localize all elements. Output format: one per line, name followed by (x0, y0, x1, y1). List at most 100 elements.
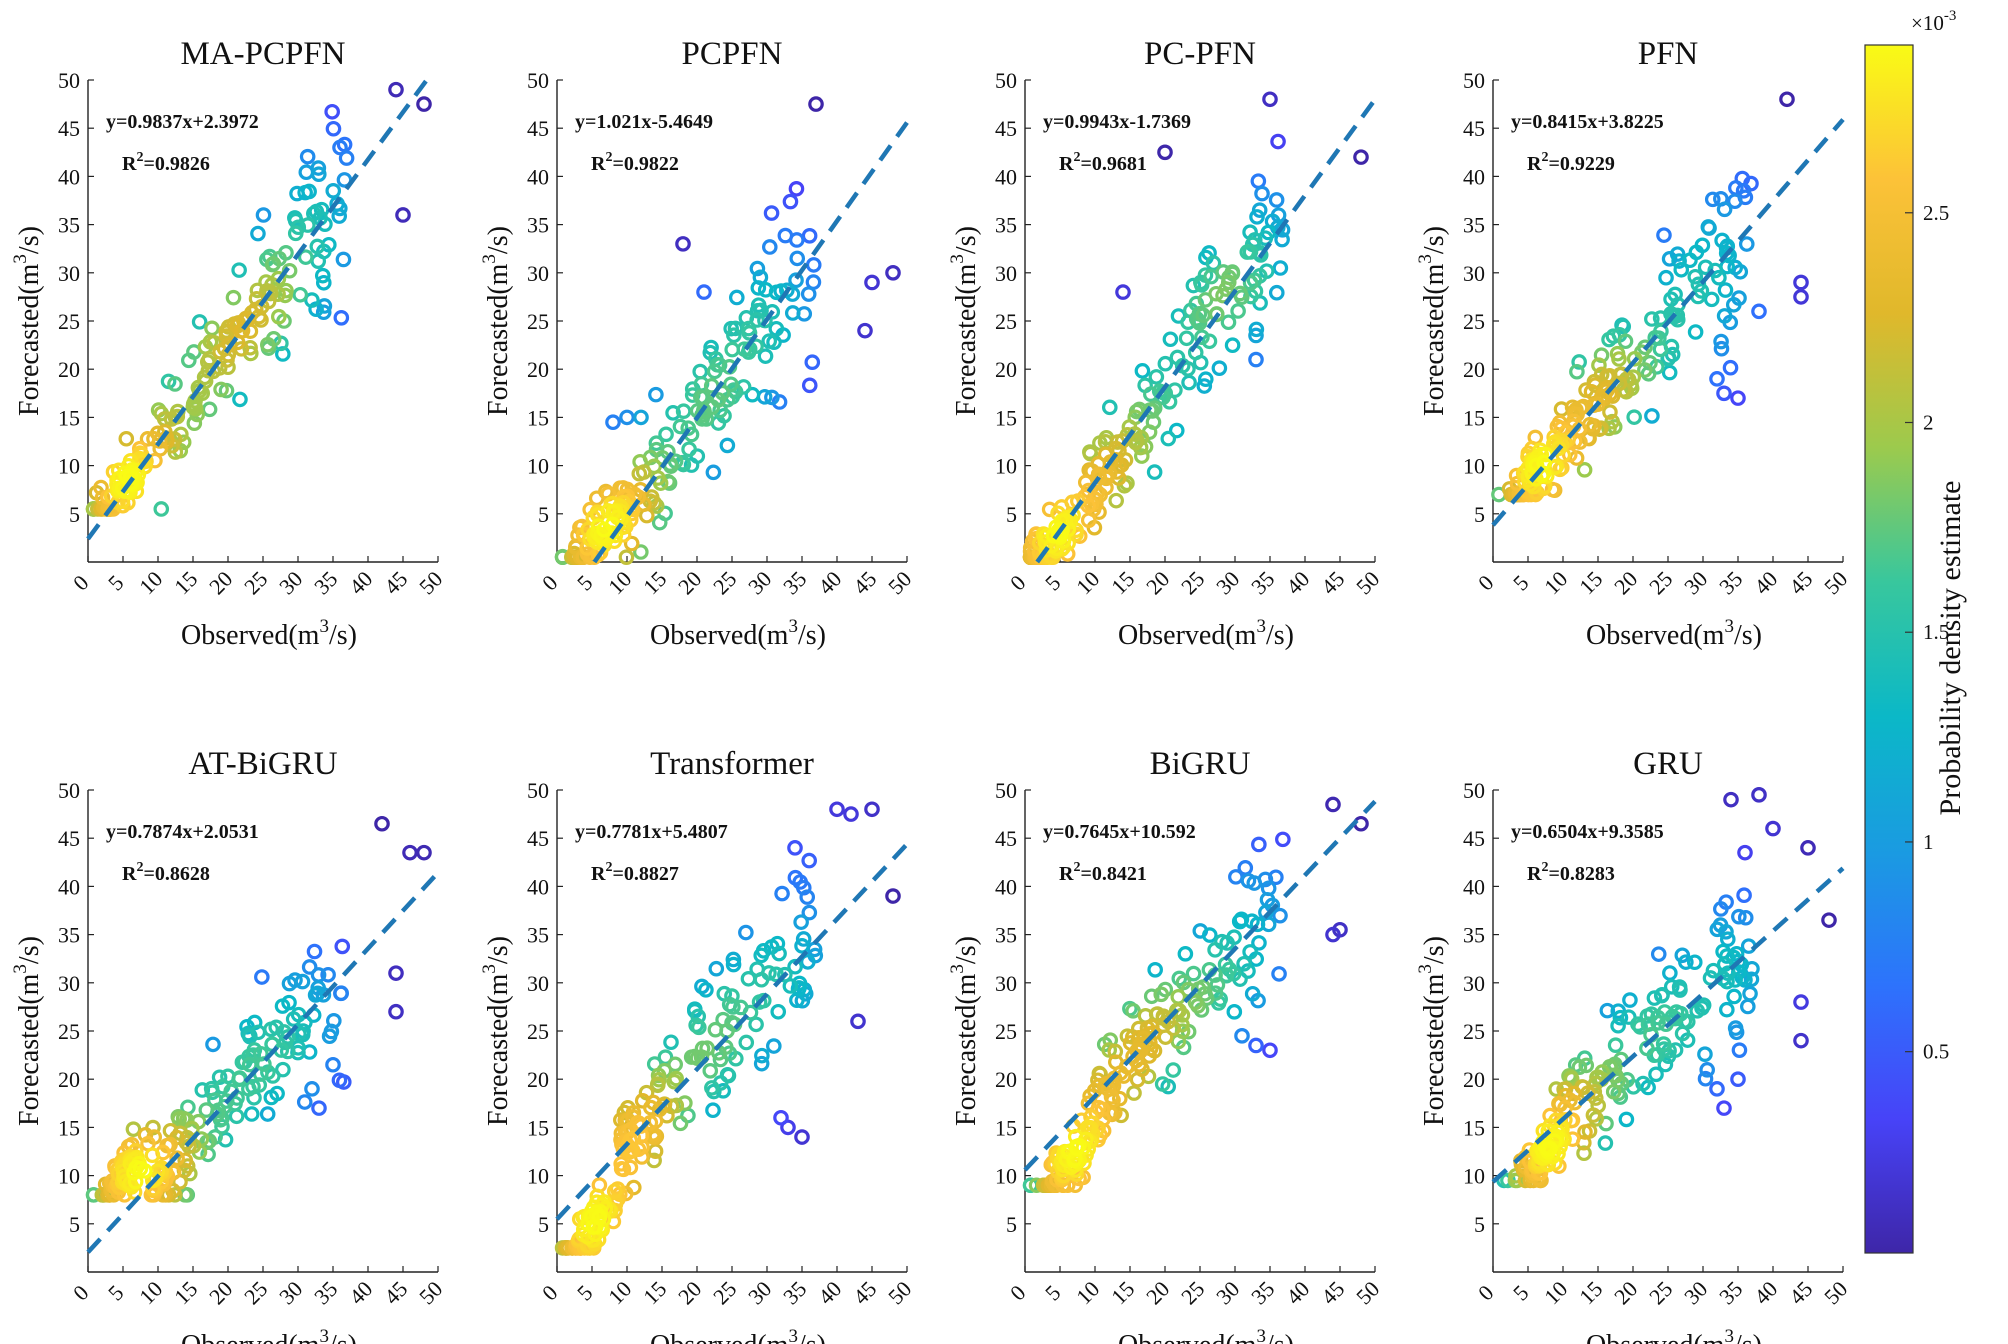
scatter-point (649, 1077, 666, 1094)
y-axis-label: Forecasted(m3/s) (479, 226, 514, 416)
scatter-point (723, 376, 739, 393)
scatter-point (1655, 1036, 1672, 1052)
scatter-point (1617, 333, 1634, 350)
scatter-point (787, 958, 803, 975)
scatter-point (738, 924, 754, 941)
scatter-point (1705, 962, 1722, 979)
y-tick-label: 25 (1463, 1019, 1485, 1044)
y-tick-label: 15 (1463, 405, 1485, 430)
scatter-point (259, 1106, 276, 1122)
scatter-point (1686, 954, 1703, 971)
scatter-point (167, 376, 183, 392)
scatter-point (306, 205, 322, 222)
x-tick-label: 50 (414, 1276, 447, 1309)
scatter-point (1737, 844, 1753, 861)
scatter-point (643, 1099, 659, 1116)
scatter-point (1612, 1009, 1629, 1026)
scatter-point (1248, 1037, 1264, 1054)
scatter-point (1716, 201, 1733, 218)
scatter-point (1196, 378, 1213, 394)
scatter-point (1536, 454, 1552, 471)
y-tick-label: 10 (1463, 454, 1485, 479)
scatter-point (1082, 445, 1099, 462)
y-tick-label: 15 (58, 1115, 80, 1140)
y-axis-label: Forecasted(m3/s) (10, 936, 45, 1126)
scatter-point (1607, 1037, 1624, 1053)
scatter-point (1709, 921, 1726, 938)
scatter-point (311, 1100, 327, 1116)
scatter-point (771, 945, 787, 962)
scatter-point (1226, 1004, 1243, 1020)
scatter-point (1165, 1062, 1182, 1078)
x-tick-label: 45 (848, 1276, 881, 1309)
scatter-point (677, 1095, 693, 1111)
r-squared: R2=0.8421 (1059, 860, 1147, 885)
y-tick-label: 10 (1463, 1164, 1485, 1189)
y-tick-label: 35 (58, 923, 80, 948)
scatter-point (1153, 986, 1170, 1003)
scatter-point (1576, 462, 1593, 478)
x-tick-label: 5 (1040, 570, 1065, 595)
x-tick-label: 25 (708, 566, 741, 599)
scatter-point (333, 310, 350, 326)
scatter-point (800, 954, 816, 970)
scatter-point (232, 391, 248, 408)
scatter-point (1779, 91, 1795, 108)
scatter-point (388, 965, 404, 981)
scatter-point (1713, 333, 1729, 350)
scatter-point (1254, 185, 1270, 202)
scatter-point (1736, 887, 1752, 904)
scatter-point (1610, 1017, 1626, 1034)
scatter-points (85, 81, 432, 517)
y-tick-label: 30 (527, 971, 549, 996)
scatter-point (696, 284, 712, 300)
scatter-point (191, 314, 208, 330)
scatter-point (1107, 1043, 1124, 1060)
y-axis-label: Forecasted(m3/s) (10, 226, 45, 416)
y-tick-label: 10 (527, 454, 549, 479)
scatter-point (1242, 944, 1258, 960)
scatter-point (1793, 994, 1809, 1010)
scatter-point (675, 403, 692, 420)
scatter-point (1262, 91, 1278, 108)
scatter-point (1174, 1023, 1191, 1040)
scatter-point (125, 1121, 142, 1137)
x-tick-label: 10 (134, 566, 167, 599)
x-tick-label: 5 (103, 570, 128, 595)
scatter-point (1673, 261, 1690, 278)
scatter-point (732, 999, 749, 1016)
y-tick-label: 25 (995, 309, 1017, 334)
x-tick-label: 20 (673, 566, 706, 599)
x-tick-label: 50 (883, 566, 916, 599)
x-tick-label: 35 (1714, 1276, 1747, 1309)
scatter-point (719, 1066, 736, 1083)
scatter-point (843, 806, 859, 822)
x-axis-label: Observed(m3/s) (1586, 1326, 1762, 1344)
scatter-point (1181, 374, 1197, 391)
scatter-point (201, 401, 218, 418)
x-tick-label: 40 (1749, 1276, 1782, 1309)
y-tick-label: 50 (995, 68, 1017, 93)
scatter-point (1793, 1032, 1809, 1049)
regression-line (1035, 98, 1377, 564)
scatter-point (1115, 284, 1131, 300)
scatter-point (736, 341, 753, 357)
scatter-point (795, 931, 812, 947)
scatter-point (706, 363, 723, 380)
x-tick-label: 30 (274, 1276, 307, 1309)
scatter-point (705, 1102, 721, 1119)
x-tick-label: 30 (1679, 1276, 1712, 1309)
scatter-point (1134, 363, 1151, 379)
scatter-point (1650, 1015, 1666, 1031)
scatter-point (1709, 1081, 1725, 1097)
x-tick-label: 0 (1005, 1280, 1030, 1305)
scatter-point (1716, 1100, 1732, 1116)
scatter-point (725, 999, 741, 1015)
scatter-point (402, 844, 418, 861)
scatter-point (1194, 329, 1210, 346)
scatter-point (801, 377, 818, 394)
x-tick-label: 10 (603, 566, 636, 599)
regression-line (1023, 799, 1377, 1172)
scatter-point (1678, 954, 1694, 970)
